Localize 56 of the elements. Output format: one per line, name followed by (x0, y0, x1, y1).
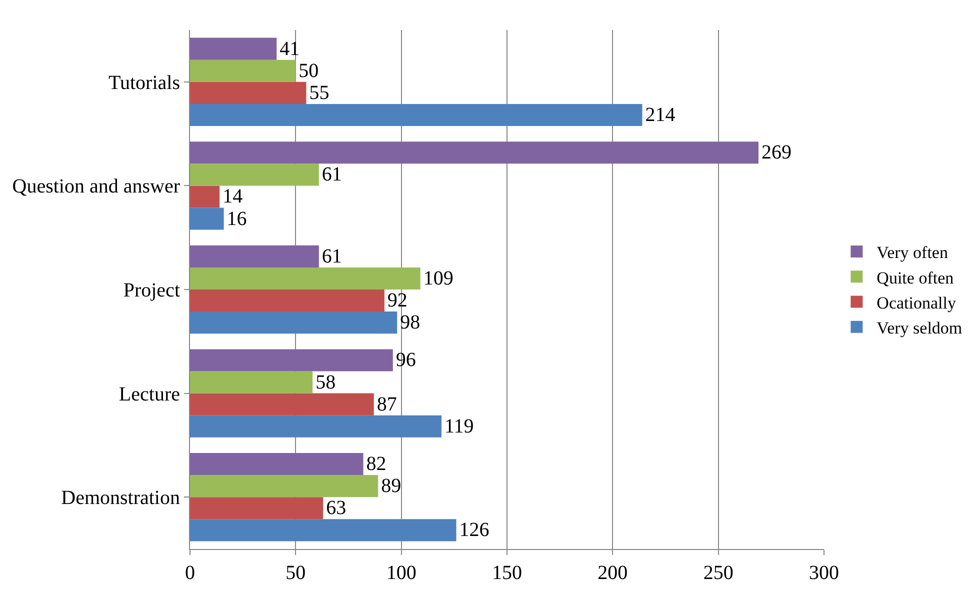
bar (190, 393, 374, 416)
data-label: 89 (381, 475, 402, 498)
bar (190, 290, 384, 312)
data-label: 92 (387, 290, 408, 312)
data-label: 16 (226, 208, 247, 230)
legend-label: Quite often (876, 268, 954, 288)
x-tick-label: 100 (386, 562, 416, 584)
data-label: 63 (326, 497, 346, 520)
data-label: 50 (298, 60, 319, 82)
data-label: 214 (645, 104, 676, 126)
data-label: 87 (376, 393, 397, 416)
x-tick-label: 300 (809, 562, 839, 584)
bar (190, 312, 398, 334)
bar (190, 267, 420, 290)
bar (190, 349, 393, 372)
data-label: 82 (366, 453, 386, 476)
bar (190, 519, 456, 542)
data-label: 109 (423, 267, 454, 290)
bar (190, 497, 324, 520)
bar (190, 142, 758, 164)
y-tick-label: Lecture (118, 383, 180, 406)
legend-label: Very seldom (876, 318, 962, 338)
bar (190, 164, 319, 186)
data-label: 14 (222, 186, 243, 208)
y-tick-label: Tutorials (108, 72, 180, 94)
bar (190, 82, 306, 104)
bar (190, 371, 313, 394)
data-label: 61 (322, 245, 342, 268)
data-label: 41 (280, 38, 300, 60)
bar (190, 208, 224, 230)
data-label: 119 (444, 415, 474, 438)
x-tick-label: 250 (703, 562, 734, 584)
legend-label: Ocationally (876, 293, 956, 312)
data-label: 96 (396, 349, 416, 372)
bar (190, 452, 364, 476)
bar (190, 60, 296, 82)
bar (190, 245, 319, 268)
y-tick-label: Project (123, 280, 180, 302)
y-tick-label: Demonstration (61, 487, 180, 510)
data-label: 269 (761, 142, 792, 164)
data-label: 61 (322, 164, 342, 186)
x-tick-label: 200 (598, 562, 628, 584)
data-label: 126 (459, 519, 490, 542)
bar (190, 38, 277, 60)
legend-label: Very often (876, 243, 948, 262)
data-label: 55 (309, 82, 330, 104)
bar (190, 415, 442, 438)
x-tick-label: 0 (185, 562, 195, 584)
bar (190, 186, 220, 208)
x-tick-label: 50 (286, 562, 306, 584)
data-label: 58 (316, 371, 336, 394)
y-tick-label: Question and answer (12, 176, 180, 198)
data-label: 98 (400, 312, 420, 334)
x-tick-label: 150 (492, 562, 522, 584)
bar (190, 104, 642, 126)
bar (190, 475, 378, 498)
